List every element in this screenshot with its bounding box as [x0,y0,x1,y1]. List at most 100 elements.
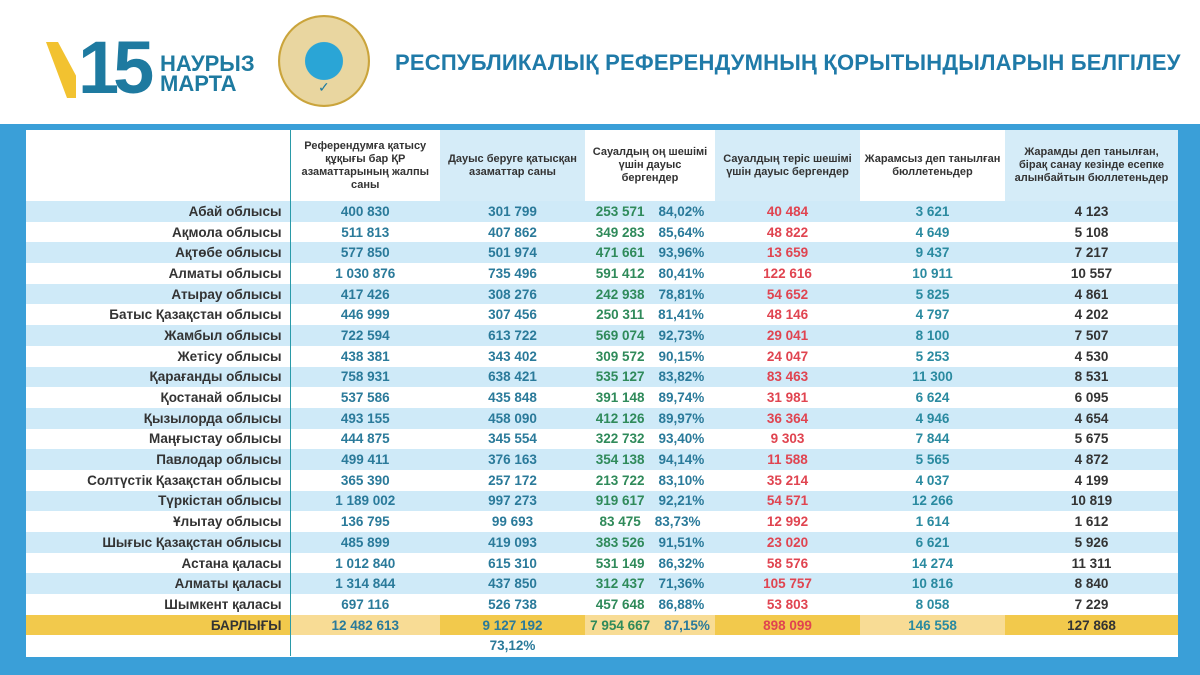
table-row: Алматы облысы 1 030 876 735 496 591 412 80,4… [26,263,1178,284]
yes-percent: 90,15% [658,348,705,364]
yes-percent: 71,36% [658,576,705,592]
yes-cell: 309 572 90,15% [585,346,715,367]
eligible-cell: 136 795 [340,514,390,530]
voted-cell: 301 799 [440,201,585,222]
voted-cell: 526 738 [488,596,537,612]
no-cell: 898 099 [715,614,860,636]
table-row: Ақмола облысы 511 813 407 862 349 283 85,64%… [26,221,1178,243]
region-cell: Жетісу облысы [26,345,291,367]
region-cell: Ақмола облысы [26,221,291,243]
voted-cell: 9 127 192 [440,614,585,636]
region-cell: Шымкент қаласы [26,594,291,615]
yes-percent: 89,74% [658,390,705,406]
no-cell: 105 757 [715,573,860,595]
yes-count: 391 148 [595,390,645,406]
total-row: БАРЛЫҒЫ 12 482 613 9 127 192 7 954 667 87,15… [26,614,1178,636]
yes-cell: 250 311 81,41% [585,304,715,325]
eligible-cell: 511 813 [341,224,390,240]
voted-cell: 345 554 [488,431,537,447]
results-table-container: Референдумға қатысу құқығы бар ҚР азамат… [26,130,1178,657]
yes-cell: 253 571 84,02% [585,201,715,222]
yes-cell: 471 661 93,96% [585,242,715,264]
voted-cell: 407 862 [488,224,537,240]
yes-percent: 92,73% [658,327,705,343]
eligible-cell: 444 875 [340,431,390,447]
checkmark-logo-icon [46,42,76,98]
voted-cell: 307 456 [488,307,537,323]
eligible-cell: 12 482 613 [290,614,440,636]
yes-cell: 919 617 92,21% [585,490,715,512]
eligible-cell: 446 999 [340,307,390,323]
table-row: Абай облысы 400 830 301 799 253 571 84,02% 40… [26,201,1178,222]
voted-cell: 257 172 [488,472,537,488]
invalid-cell: 10 816 [860,573,1005,595]
eligible-cell: 493 155 [290,407,440,429]
uncounted-cell: 4 202 [1074,307,1109,323]
yes-count: 535 127 [595,369,645,385]
commission-seal-icon [278,15,370,107]
yes-count: 531 149 [595,555,645,571]
yes-cell: 569 074 92,73% [585,325,715,346]
yes-count: 253 571 [595,203,645,219]
yes-count: 309 572 [595,348,645,364]
voted-cell: 615 310 [488,555,537,571]
table-row: Батыс Қазақстан облысы 446 999 307 456 250 … [26,304,1178,326]
no-cell: 53 803 [766,596,809,612]
region-cell: БАРЛЫҒЫ [26,614,291,636]
header-empty [26,130,291,201]
yes-cell: 383 526 91,51% [585,532,715,553]
no-cell: 11 588 [715,449,860,470]
turnout-label-empty [26,635,291,657]
uncounted-cell: 10 557 [1070,265,1113,281]
yes-cell: 7 954 667 87,15% [585,614,715,636]
yes-count: 383 526 [595,534,645,550]
invalid-cell: 4 649 [915,224,950,240]
table-row: Қызылорда облысы 493 155 458 090 412 126 89,… [26,407,1178,429]
uncounted-cell: 4 861 [1005,283,1178,305]
yes-cell: 412 126 89,97% [585,407,715,429]
uncounted-cell: 7 229 [1074,596,1109,612]
yes-percent: 94,14% [658,452,705,468]
yes-percent: 78,81% [658,286,705,302]
yes-percent: 86,88% [658,596,705,612]
no-cell: 54 571 [715,490,860,512]
region-cell: Алматы облысы [26,263,291,284]
invalid-cell: 1 614 [915,514,950,530]
no-cell: 31 981 [766,390,809,406]
invalid-cell: 12 266 [860,490,1005,512]
no-cell: 36 364 [715,407,860,429]
yes-count: 7 954 667 [590,617,651,633]
invalid-cell: 8 058 [915,596,950,612]
eligible-cell: 1 030 876 [335,265,396,281]
uncounted-cell: 4 872 [1005,449,1178,470]
uncounted-cell: 5 675 [1074,431,1109,447]
no-cell: 23 020 [715,532,860,553]
uncounted-cell: 11 311 [1071,555,1112,571]
uncounted-cell: 7 217 [1005,242,1178,264]
logo-date: НАУРЫЗ МАРТА [160,53,255,95]
yes-percent: 92,21% [658,493,705,509]
region-cell: Қарағанды облысы [26,366,291,388]
no-cell: 48 146 [766,307,809,323]
table-row: Алматы қаласы 1 314 844 437 850 312 437 71,3… [26,573,1178,595]
table-row: Шымкент қаласы 697 116 526 738 457 648 86,88… [26,594,1178,615]
region-cell: Солтүстік Қазақстан облысы [26,469,291,491]
uncounted-cell: 8 531 [1005,366,1178,388]
no-cell: 35 214 [766,472,809,488]
uncounted-cell: 4 530 [1074,348,1109,364]
uncounted-cell: 127 868 [1005,614,1178,636]
yes-percent: 86,32% [658,555,705,571]
region-cell: Жамбыл облысы [26,325,291,346]
yes-count: 354 138 [595,452,645,468]
invalid-cell: 6 624 [915,390,950,406]
region-cell: Ұлытау облысы [26,511,291,532]
invalid-cell: 10 911 [912,265,953,281]
voted-cell: 613 722 [440,325,585,346]
yes-cell: 83 475 83,73% [585,511,715,532]
yes-cell: 322 732 93,40% [585,429,715,450]
no-cell: 9 303 [770,431,805,447]
eligible-cell: 1 012 840 [335,555,396,571]
yes-percent: 83,10% [658,472,705,488]
yes-cell: 354 138 94,14% [585,449,715,470]
yes-count: 322 732 [595,431,645,447]
